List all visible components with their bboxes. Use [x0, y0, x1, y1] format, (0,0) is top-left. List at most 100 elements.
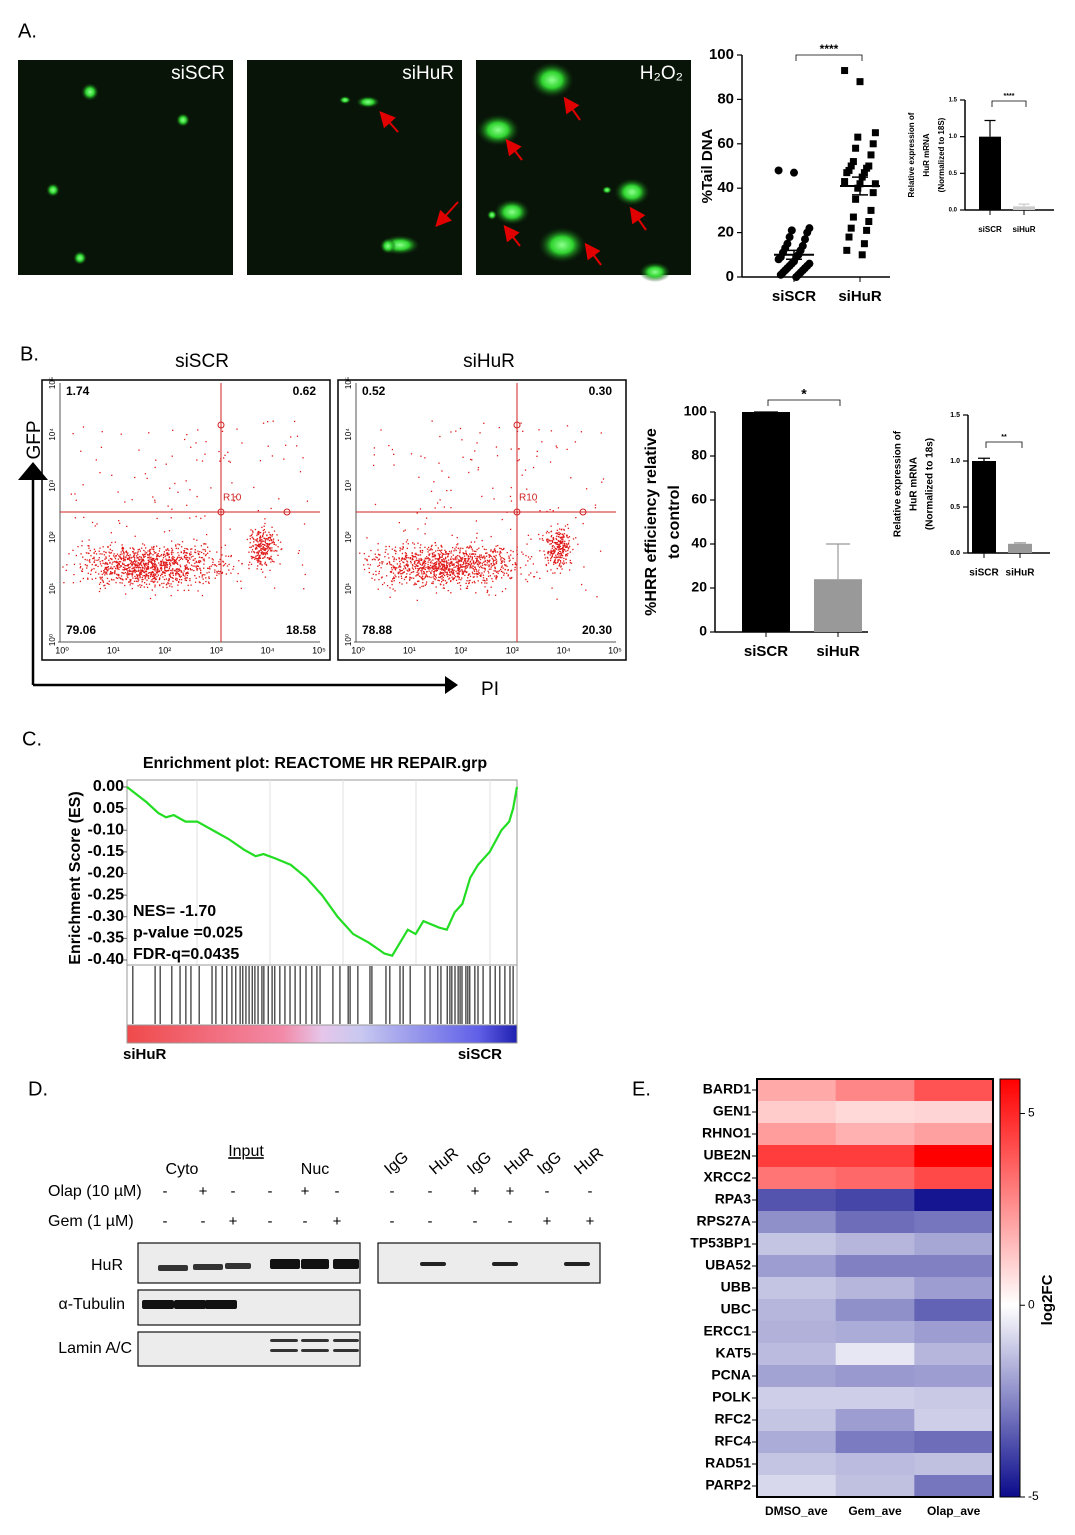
event: [224, 544, 226, 546]
event: [455, 570, 457, 572]
event: [303, 588, 305, 590]
event: [569, 545, 571, 548]
event: [176, 578, 178, 580]
event: [128, 570, 130, 572]
event: [219, 460, 221, 462]
event: [162, 554, 165, 557]
event: [258, 532, 260, 535]
event: [87, 552, 89, 554]
bar: [742, 412, 790, 632]
event: [104, 568, 106, 570]
event: [225, 573, 227, 575]
event: [142, 578, 144, 581]
event: [232, 568, 234, 570]
event: [156, 581, 159, 583]
event: [496, 551, 499, 553]
event: [467, 560, 469, 562]
event: [200, 551, 203, 554]
sign: -: [588, 1183, 593, 1200]
event: [258, 540, 261, 542]
event: [158, 555, 161, 558]
event: [175, 562, 177, 564]
event: [476, 560, 478, 563]
event: [378, 572, 380, 575]
event: [123, 556, 125, 558]
event: [256, 539, 258, 541]
event: [507, 569, 509, 571]
event: [147, 553, 149, 556]
dot: [871, 180, 879, 188]
event: [411, 567, 414, 569]
event: [95, 459, 97, 461]
event: [472, 562, 475, 564]
event: [93, 552, 95, 554]
event: [138, 562, 140, 564]
event: [99, 471, 101, 474]
event: [559, 528, 561, 530]
event: [401, 548, 404, 550]
flow-x-tick: 10²: [454, 645, 467, 655]
event: [436, 569, 439, 572]
event: [176, 562, 178, 564]
event: [574, 441, 577, 443]
event: [147, 576, 149, 578]
event: [458, 564, 460, 566]
event: [257, 509, 259, 512]
event: [479, 558, 482, 561]
event: [424, 558, 427, 560]
event: [450, 558, 452, 560]
gate-handle: [217, 508, 225, 516]
event: [420, 557, 422, 560]
event: [123, 569, 125, 571]
event: [261, 551, 264, 553]
event: [419, 554, 422, 556]
event: [410, 571, 412, 574]
event: [195, 577, 197, 579]
event: [508, 560, 510, 562]
heat-cell: [914, 1189, 994, 1212]
heat-cell: [914, 1453, 994, 1476]
event: [560, 548, 562, 550]
event: [480, 556, 482, 558]
event: [457, 568, 459, 570]
event: [148, 577, 150, 580]
dot: [843, 246, 851, 254]
x-tick-label: siSCR: [772, 288, 816, 305]
event: [138, 548, 141, 550]
event: [172, 568, 174, 570]
event: [458, 570, 460, 573]
event: [561, 556, 563, 559]
event: [488, 564, 491, 566]
event: [477, 556, 479, 558]
event: [549, 559, 552, 562]
heat-cell: [835, 1365, 915, 1388]
event: [198, 556, 201, 558]
event: [550, 569, 552, 571]
event: [549, 461, 552, 463]
event: [407, 570, 409, 572]
dot: [858, 251, 866, 259]
y-axis-label: (Normalized to 18S): [937, 117, 946, 192]
event: [450, 556, 453, 558]
sign: +: [586, 1213, 595, 1230]
event: [185, 554, 187, 557]
event: [557, 535, 560, 538]
event: [81, 540, 83, 542]
event: [475, 568, 477, 571]
event: [155, 565, 158, 567]
event: [437, 567, 440, 570]
event: [398, 557, 400, 559]
event: [125, 564, 127, 567]
event: [190, 569, 192, 571]
event: [375, 574, 377, 576]
event: [234, 496, 236, 498]
event: [473, 570, 476, 572]
event: [204, 548, 206, 551]
event: [557, 553, 559, 556]
event: [594, 504, 597, 506]
event: [141, 547, 143, 549]
event: [469, 567, 471, 569]
event: [106, 570, 109, 572]
quadrant-value: 79.06: [66, 623, 96, 637]
event: [163, 564, 165, 566]
